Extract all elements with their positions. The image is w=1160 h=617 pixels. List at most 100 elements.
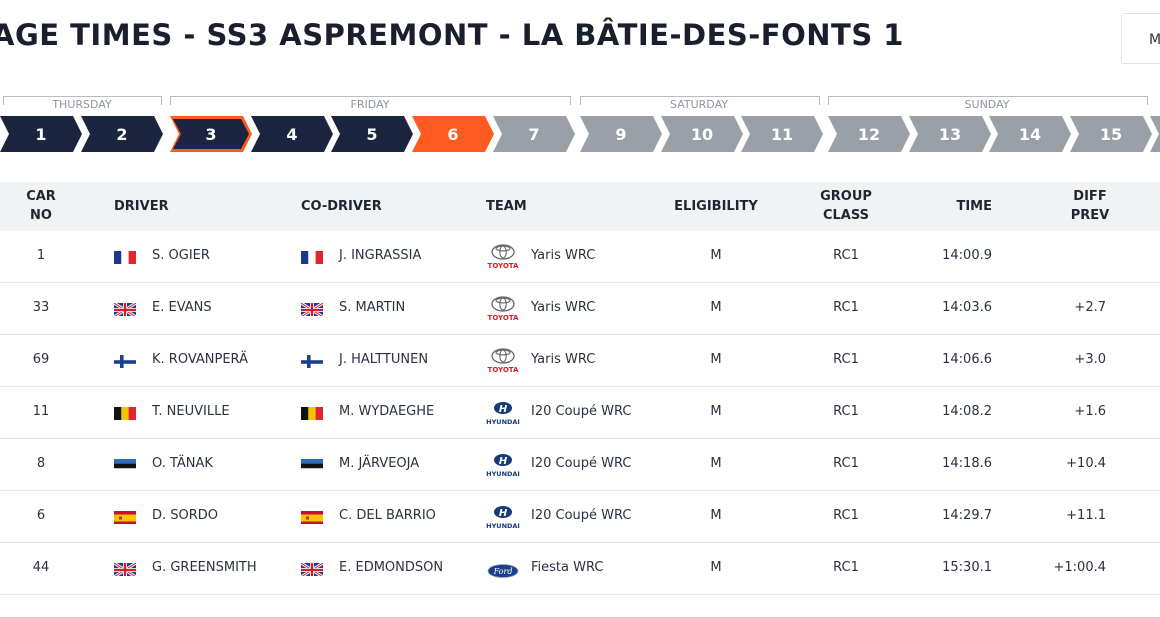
col-time[interactable]: TIME <box>956 199 992 214</box>
svg-text:H: H <box>499 404 508 415</box>
svg-text:TOYOTA: TOYOTA <box>488 262 519 270</box>
fi-flag-icon <box>114 354 136 368</box>
team-car: I20 Coupé WRC <box>531 404 632 419</box>
col-team[interactable]: TEAM <box>486 199 527 214</box>
es-flag-icon <box>114 510 136 524</box>
day-label-friday: FRIDAY <box>346 98 394 112</box>
hyundai-logo-icon: H HYUNDAI <box>486 399 520 431</box>
team-car: I20 Coupé WRC <box>531 456 632 471</box>
stage-time: 15:30.1 <box>942 560 992 575</box>
co-driver-name[interactable]: M. WYDAEGHE <box>339 404 435 419</box>
svg-text:Ford: Ford <box>493 567 513 576</box>
stage-7-button[interactable]: 7 <box>493 116 575 152</box>
stage-5-button[interactable]: 5 <box>331 116 413 152</box>
driver-name[interactable]: E. EVANS <box>152 300 212 315</box>
col-diff-prev[interactable]: DIFF PREV <box>1071 187 1109 225</box>
group-class: RC1 <box>833 248 859 263</box>
driver-name[interactable]: O. TÄNAK <box>152 456 213 471</box>
day-bracket-friday <box>170 96 571 105</box>
stage-number: 14 <box>1018 124 1042 144</box>
driver-name[interactable]: D. SORDO <box>152 508 219 523</box>
ford-logo-icon: Ford <box>486 555 520 587</box>
table-row[interactable]: 1 S. OGIER J. INGRASSIA TOYOTA Yaris WRC… <box>0 231 1160 283</box>
col-car-no[interactable]: CAR NO <box>26 187 56 225</box>
stage-10-button[interactable]: 10 <box>661 116 743 152</box>
table-row[interactable]: 11 T. NEUVILLE M. WYDAEGHE H HYUNDAI I20… <box>0 387 1160 439</box>
es-flag-icon <box>301 510 323 524</box>
stage-number: 11 <box>770 124 794 144</box>
stage-time: 14:00.9 <box>942 248 992 263</box>
col-diff-prev-line2: PREV <box>1070 208 1110 223</box>
eligibility: M <box>710 248 722 263</box>
co-driver-name[interactable]: E. EDMONDSON <box>339 560 444 575</box>
driver-name[interactable]: T. NEUVILLE <box>152 404 230 419</box>
svg-text:TOYOTA: TOYOTA <box>488 314 519 322</box>
co-driver-name[interactable]: S. MARTIN <box>339 300 406 315</box>
svg-text:H: H <box>499 456 508 467</box>
stage-number: 12 <box>857 124 881 144</box>
co-driver-name[interactable]: C. DEL BARRIO <box>339 508 436 523</box>
stage-14-button[interactable]: 14 <box>989 116 1071 152</box>
co-driver-name[interactable]: J. HALTTUNEN <box>339 352 429 367</box>
stage-4-button[interactable]: 4 <box>251 116 333 152</box>
day-label-saturday: SATURDAY <box>666 98 732 112</box>
col-co-driver[interactable]: CO-DRIVER <box>301 199 382 214</box>
stage-15-button[interactable]: 15 <box>1070 116 1152 152</box>
day-bracket-sunday <box>828 96 1148 105</box>
co-driver-name[interactable]: M. JÄRVEOJA <box>339 456 420 471</box>
svg-text:HYUNDAI: HYUNDAI <box>486 418 520 426</box>
co-driver-name[interactable]: J. INGRASSIA <box>339 248 422 263</box>
table-header: CAR NO DRIVER CO-DRIVER TEAM ELIGIBILITY … <box>0 182 1160 231</box>
stage-13-button[interactable]: 13 <box>909 116 991 152</box>
table-row[interactable]: 8 O. TÄNAK M. JÄRVEOJA H HYUNDAI I20 Cou… <box>0 439 1160 491</box>
ee-flag-icon <box>301 458 323 472</box>
table-row[interactable]: 6 D. SORDO C. DEL BARRIO H HYUNDAI I20 C… <box>0 491 1160 543</box>
stage-number: 6 <box>447 124 459 144</box>
driver-name[interactable]: S. OGIER <box>152 248 210 263</box>
stage-time: 14:29.7 <box>942 508 992 523</box>
fr-flag-icon <box>301 250 323 264</box>
table-row[interactable]: 33 E. EVANS S. MARTIN TOYOTA Yaris WRC M… <box>0 283 1160 335</box>
col-eligibility[interactable]: ELIGIBILITY <box>674 199 758 214</box>
car-number: 11 <box>32 404 50 419</box>
be-flag-icon <box>301 406 323 420</box>
ee-flag-icon <box>114 458 136 472</box>
stage-number: 13 <box>938 124 962 144</box>
stage-11-button[interactable]: 11 <box>741 116 823 152</box>
col-group-class-line2: CLASS <box>822 208 870 223</box>
toyota-logo-icon: TOYOTA <box>486 347 520 379</box>
team-car: Yaris WRC <box>531 300 596 315</box>
eligibility: M <box>710 560 722 575</box>
stage-3-button[interactable]: 3 <box>170 116 252 152</box>
car-number: 44 <box>32 560 50 575</box>
table-row[interactable]: 44 G. GREENSMITH E. EDMONDSON Ford Fiest… <box>0 543 1160 595</box>
eligibility: M <box>710 456 722 471</box>
stage-12-button[interactable]: 12 <box>828 116 910 152</box>
stage-number: 5 <box>366 124 378 144</box>
be-flag-icon <box>114 406 136 420</box>
col-group-class[interactable]: GROUP CLASS <box>820 187 872 225</box>
col-car-no-line1: CAR <box>26 189 56 204</box>
fr-flag-icon <box>114 250 136 264</box>
col-driver[interactable]: DRIVER <box>114 199 169 214</box>
stage-number: 4 <box>286 124 298 144</box>
stage-number: 10 <box>690 124 714 144</box>
group-class: RC1 <box>833 508 859 523</box>
stage-times-table: CAR NO DRIVER CO-DRIVER TEAM ELIGIBILITY … <box>0 182 1160 595</box>
stage-number: 9 <box>615 124 627 144</box>
team-car: Yaris WRC <box>531 352 596 367</box>
menu-button[interactable]: M <box>1121 13 1160 64</box>
driver-name[interactable]: G. GREENSMITH <box>152 560 257 575</box>
driver-name[interactable]: K. ROVANPERÄ <box>152 352 248 367</box>
group-class: RC1 <box>833 560 859 575</box>
table-body: 1 S. OGIER J. INGRASSIA TOYOTA Yaris WRC… <box>0 231 1160 595</box>
stage-9-button[interactable]: 9 <box>580 116 662 152</box>
menu-button-label: M <box>1149 32 1160 48</box>
diff-prev: +1:00.4 <box>1053 560 1107 575</box>
stage-2-button[interactable]: 2 <box>81 116 163 152</box>
table-row[interactable]: 69 K. ROVANPERÄ J. HALTTUNEN TOYOTA Yari… <box>0 335 1160 387</box>
toyota-logo-icon: TOYOTA <box>486 243 520 275</box>
stage-1-button[interactable]: 1 <box>0 116 82 152</box>
group-class: RC1 <box>833 300 859 315</box>
stage-6-button[interactable]: 6 <box>412 116 494 152</box>
